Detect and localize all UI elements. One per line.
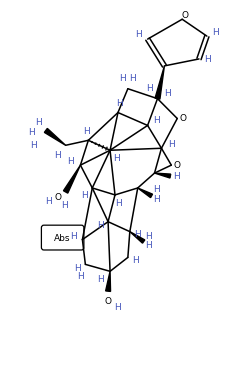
Polygon shape: [130, 232, 145, 243]
Text: H: H: [119, 74, 126, 83]
Text: H: H: [30, 141, 36, 150]
Text: H: H: [146, 84, 153, 93]
Text: H: H: [153, 186, 160, 194]
Text: H: H: [164, 89, 171, 98]
Text: H: H: [61, 201, 68, 210]
Text: H: H: [97, 221, 103, 230]
Text: H: H: [70, 232, 77, 241]
Text: H: H: [114, 154, 120, 163]
Text: H: H: [145, 232, 152, 241]
Text: H: H: [74, 264, 81, 273]
Text: H: H: [77, 272, 84, 281]
Text: O: O: [54, 193, 61, 202]
Text: O: O: [182, 11, 189, 20]
Text: H: H: [81, 191, 88, 201]
Text: O: O: [180, 114, 187, 123]
FancyBboxPatch shape: [41, 225, 84, 250]
Text: H: H: [115, 303, 121, 311]
Text: H: H: [67, 157, 74, 166]
Polygon shape: [44, 128, 66, 145]
Text: O: O: [174, 161, 181, 169]
Text: H: H: [153, 116, 160, 125]
Text: H: H: [153, 195, 160, 204]
Text: O: O: [105, 296, 112, 306]
Polygon shape: [155, 66, 164, 99]
Text: H: H: [46, 197, 52, 206]
Text: H: H: [116, 199, 122, 208]
Text: H: H: [36, 118, 42, 127]
Text: H: H: [173, 172, 180, 180]
Text: H: H: [145, 241, 152, 250]
Text: H: H: [212, 28, 219, 37]
Polygon shape: [64, 165, 80, 193]
Text: H: H: [28, 128, 34, 137]
Text: H: H: [168, 140, 175, 149]
Text: H: H: [97, 275, 103, 284]
Text: H: H: [129, 74, 136, 83]
Text: H: H: [204, 55, 211, 64]
Text: H: H: [132, 256, 139, 265]
Text: Abs: Abs: [54, 234, 71, 243]
Text: H: H: [54, 151, 61, 160]
Text: H: H: [83, 127, 90, 136]
Text: H: H: [117, 99, 123, 108]
Text: H: H: [134, 230, 141, 239]
Polygon shape: [138, 188, 152, 198]
Text: H: H: [135, 30, 142, 39]
Polygon shape: [155, 173, 171, 178]
Polygon shape: [106, 271, 111, 291]
